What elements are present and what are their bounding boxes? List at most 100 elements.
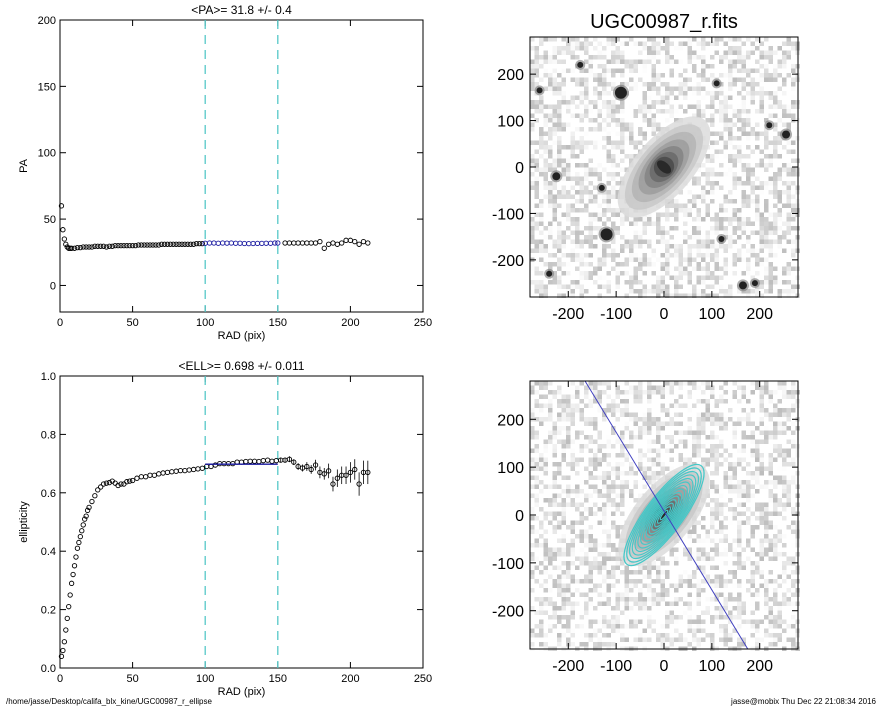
data-point	[334, 475, 340, 481]
plot-frame	[59, 19, 424, 313]
y-tick-label: 0.0	[41, 663, 56, 675]
data-point	[330, 240, 336, 246]
data-point	[182, 467, 188, 474]
data-point	[124, 242, 130, 249]
data-point	[64, 615, 70, 622]
data-point	[215, 240, 221, 246]
data-point	[112, 242, 118, 249]
data-point	[190, 241, 197, 247]
y-tick-label: -100	[492, 206, 524, 223]
data-point	[92, 493, 98, 499]
data-point	[206, 240, 213, 246]
data-point	[129, 242, 136, 249]
data-point	[343, 472, 349, 478]
data-point	[134, 475, 140, 481]
data-point	[156, 471, 162, 477]
pa-panel: 0 50 100 150 200 250 0 50 100 150 200 <PA>= 31.8 +/…	[18, 3, 432, 342]
data-point	[98, 243, 104, 249]
data-point	[196, 240, 203, 247]
y-tick-label: 100	[38, 148, 56, 160]
isophote-contour	[634, 477, 694, 553]
data-point	[80, 244, 86, 250]
data-point	[68, 580, 75, 586]
isophote-contour	[628, 470, 700, 560]
star	[614, 86, 627, 99]
ellipse-fit-overlay	[623, 463, 705, 567]
data-point	[71, 245, 78, 251]
y-tick-label: -100	[492, 556, 524, 573]
data-point	[304, 240, 310, 246]
data-point	[291, 240, 297, 246]
data-point	[121, 242, 127, 249]
data-point	[182, 241, 188, 247]
data-point	[246, 240, 252, 247]
data-point	[304, 463, 310, 470]
data-point	[282, 240, 288, 246]
star	[782, 130, 791, 139]
data-point	[330, 481, 336, 487]
y-tick-label: 100	[497, 460, 524, 477]
data-point	[118, 481, 124, 487]
data-point	[272, 240, 278, 246]
data-point	[98, 484, 104, 490]
data-point	[352, 466, 358, 473]
data-point	[334, 241, 340, 247]
x-tick-label: 150	[269, 317, 287, 329]
data-point	[61, 639, 68, 645]
x-tick-label: 0	[57, 317, 63, 329]
plot-frame	[59, 375, 424, 669]
data-point	[84, 507, 91, 513]
galaxy	[617, 116, 711, 218]
data-point	[83, 244, 89, 250]
data-point	[58, 653, 65, 659]
data-point	[211, 240, 217, 246]
ellipticity-panel: 0 50 100 150 200 250 0.0 0.2 0.4 0.6 0.8 1.0 <ELL>= …	[18, 359, 432, 698]
data-point	[58, 203, 65, 209]
star	[552, 172, 561, 181]
data-point	[173, 468, 179, 474]
x-tick-label: 200	[746, 306, 773, 323]
data-point	[74, 244, 81, 251]
data-point	[286, 456, 293, 462]
isophote-contour	[659, 509, 669, 521]
data-point	[256, 458, 262, 465]
data-point	[115, 482, 121, 489]
y-axis-label: PA	[18, 158, 30, 173]
data-point	[86, 244, 92, 250]
data-point	[141, 242, 147, 248]
data-point	[233, 240, 239, 246]
star	[598, 184, 605, 191]
data-point	[150, 242, 156, 248]
data-point	[143, 474, 149, 480]
x-tick-label: -100	[600, 306, 632, 323]
data-point	[251, 458, 258, 464]
data-point	[156, 242, 162, 248]
data-point	[153, 242, 159, 248]
data-point	[308, 240, 314, 246]
data-point	[325, 241, 332, 247]
x-tick-label: 250	[414, 673, 432, 685]
y-axis-label: ellipticity	[18, 501, 30, 543]
plot-title: <ELL>= 0.698 +/- 0.011	[179, 359, 305, 373]
x-axis-label: RAD (pix)	[218, 330, 266, 342]
data-point	[273, 458, 279, 464]
data-point	[263, 240, 269, 246]
data-point	[66, 604, 72, 610]
x-tick-label: 100	[196, 673, 214, 685]
data-point	[193, 240, 200, 247]
data-point	[321, 245, 327, 251]
data-point	[170, 241, 176, 247]
y-tick-label: 50	[44, 214, 56, 226]
data-point	[195, 466, 201, 472]
y-tick-label: 0.6	[41, 488, 56, 500]
data-point	[339, 240, 345, 246]
data-point	[100, 243, 107, 249]
data-point	[67, 592, 73, 598]
y-tick-label: 0	[515, 508, 524, 525]
data-point	[63, 241, 69, 247]
data-point	[365, 469, 371, 476]
data-point	[103, 244, 110, 250]
x-tick-label: 50	[126, 673, 138, 685]
image-panel-top: -200 -100 0 100 200 -200 -100 0 100 200 UGC00987_r…	[492, 11, 800, 323]
y-tick-label: 1.0	[41, 371, 56, 383]
